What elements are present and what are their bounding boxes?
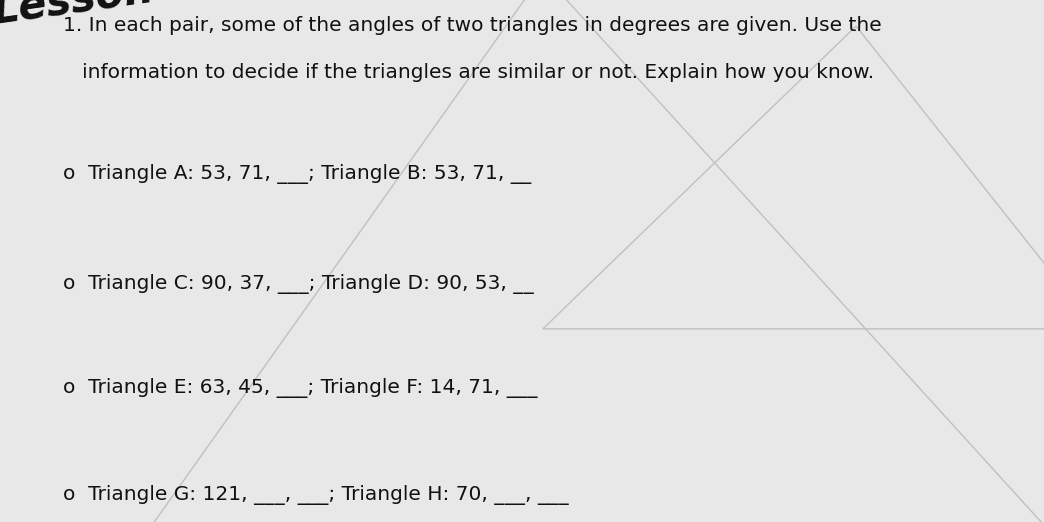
Text: o  Triangle C: 90, 37, ___; Triangle D: 90, 53, __: o Triangle C: 90, 37, ___; Triangle D: 9… xyxy=(63,274,533,294)
Text: o  Triangle E: 63, 45, ___; Triangle F: 14, 71, ___: o Triangle E: 63, 45, ___; Triangle F: 1… xyxy=(63,378,538,398)
Text: o  Triangle A: 53, 71, ___; Triangle B: 53, 71, __: o Triangle A: 53, 71, ___; Triangle B: 5… xyxy=(63,164,531,184)
Text: o  Triangle G: 121, ___, ___; Triangle H: 70, ___, ___: o Triangle G: 121, ___, ___; Triangle H:… xyxy=(63,485,568,505)
Text: 1. In each pair, some of the angles of two triangles in degrees are given. Use t: 1. In each pair, some of the angles of t… xyxy=(63,16,881,34)
Text: information to decide if the triangles are similar or not. Explain how you know.: information to decide if the triangles a… xyxy=(63,63,874,81)
Text: Lesson: Lesson xyxy=(0,0,157,33)
